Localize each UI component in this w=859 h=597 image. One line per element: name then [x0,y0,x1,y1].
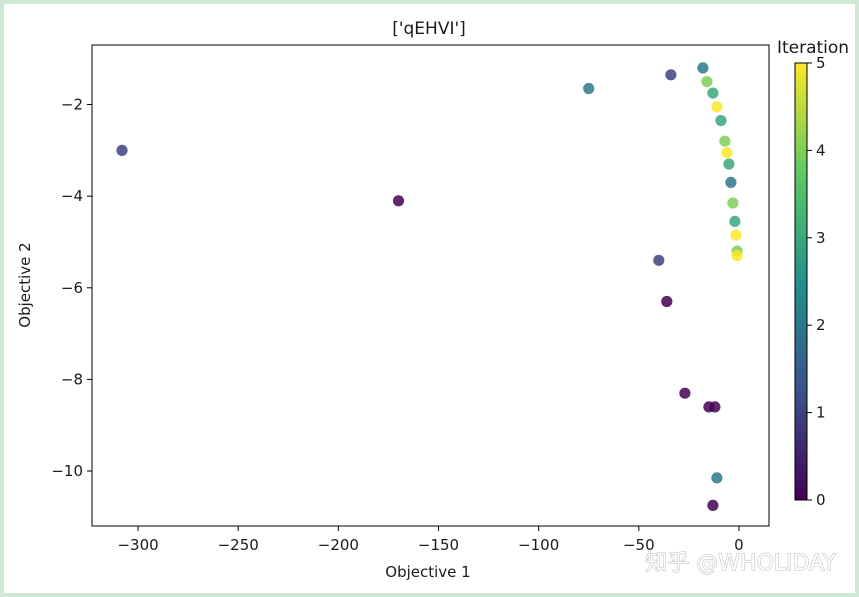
scatter-point [729,215,741,227]
x-tick-label: −250 [218,536,259,554]
chart-frame: ['qEHVI'] Objective 1 Objective 2 −300 −2… [4,4,855,593]
scatter-point [725,176,737,188]
scatter-point [721,147,733,159]
scatter-point [709,401,721,413]
scatter-point [723,158,735,170]
x-tick-label: −300 [117,536,158,554]
y-tick-label: −6 [61,279,83,297]
colorbar [794,62,808,501]
y-axis-label: Objective 2 [16,242,34,327]
plot-area [91,44,770,527]
scatter-point [715,115,727,127]
scatter-point [701,76,713,88]
scatter-point [707,87,719,99]
scatter-point [731,250,743,262]
points-layer [116,62,743,511]
x-axis-label: Objective 1 [385,563,470,581]
scatter-point [727,197,739,209]
scatter-point [583,82,595,95]
x-tick-label: −100 [518,536,559,554]
scatter-point [719,135,731,147]
colorbar-tick-label: 4 [816,141,826,159]
y-tick-label: −4 [61,187,83,205]
scatter-point [711,101,723,113]
chart-title: ['qEHVI'] [392,19,466,39]
colorbar-label: Iteration [777,38,849,58]
scatter-point [661,295,673,308]
colorbar-tick-label: 1 [816,404,826,422]
scatter-point [707,499,719,511]
y-tick-label: −10 [51,462,83,480]
x-tick-label: 0 [734,536,744,554]
scatter-point [679,387,691,399]
x-tick-label: −150 [418,536,459,554]
y-axis: −2 −4 −6 −8 −10 [51,96,92,480]
scatter-point [711,472,723,484]
x-tick-label: −50 [623,536,655,554]
colorbar-tick-label: 5 [816,54,826,72]
scatter-point [665,69,677,81]
x-tick-label: −200 [318,536,359,554]
colorbar-tick-label: 2 [816,316,826,334]
scatter-point [653,254,665,266]
y-tick-label: −8 [61,370,83,388]
scatter-chart: ['qEHVI'] Objective 1 Objective 2 −300 −2… [16,19,849,581]
colorbar-tick-label: 3 [816,229,826,247]
scatter-point [697,62,709,74]
scatter-point [730,229,742,241]
scatter-point [392,195,405,207]
watermark: 知乎 @WHOLIDAY [645,551,836,576]
y-tick-label: −2 [61,96,83,114]
colorbar-tick-label: 0 [816,491,826,509]
x-axis: −300 −250 −200 −150 −100 −50 0 [117,526,744,554]
scatter-point [116,144,128,156]
colorbar-ticks: 0 1 2 3 4 5 [807,54,826,509]
